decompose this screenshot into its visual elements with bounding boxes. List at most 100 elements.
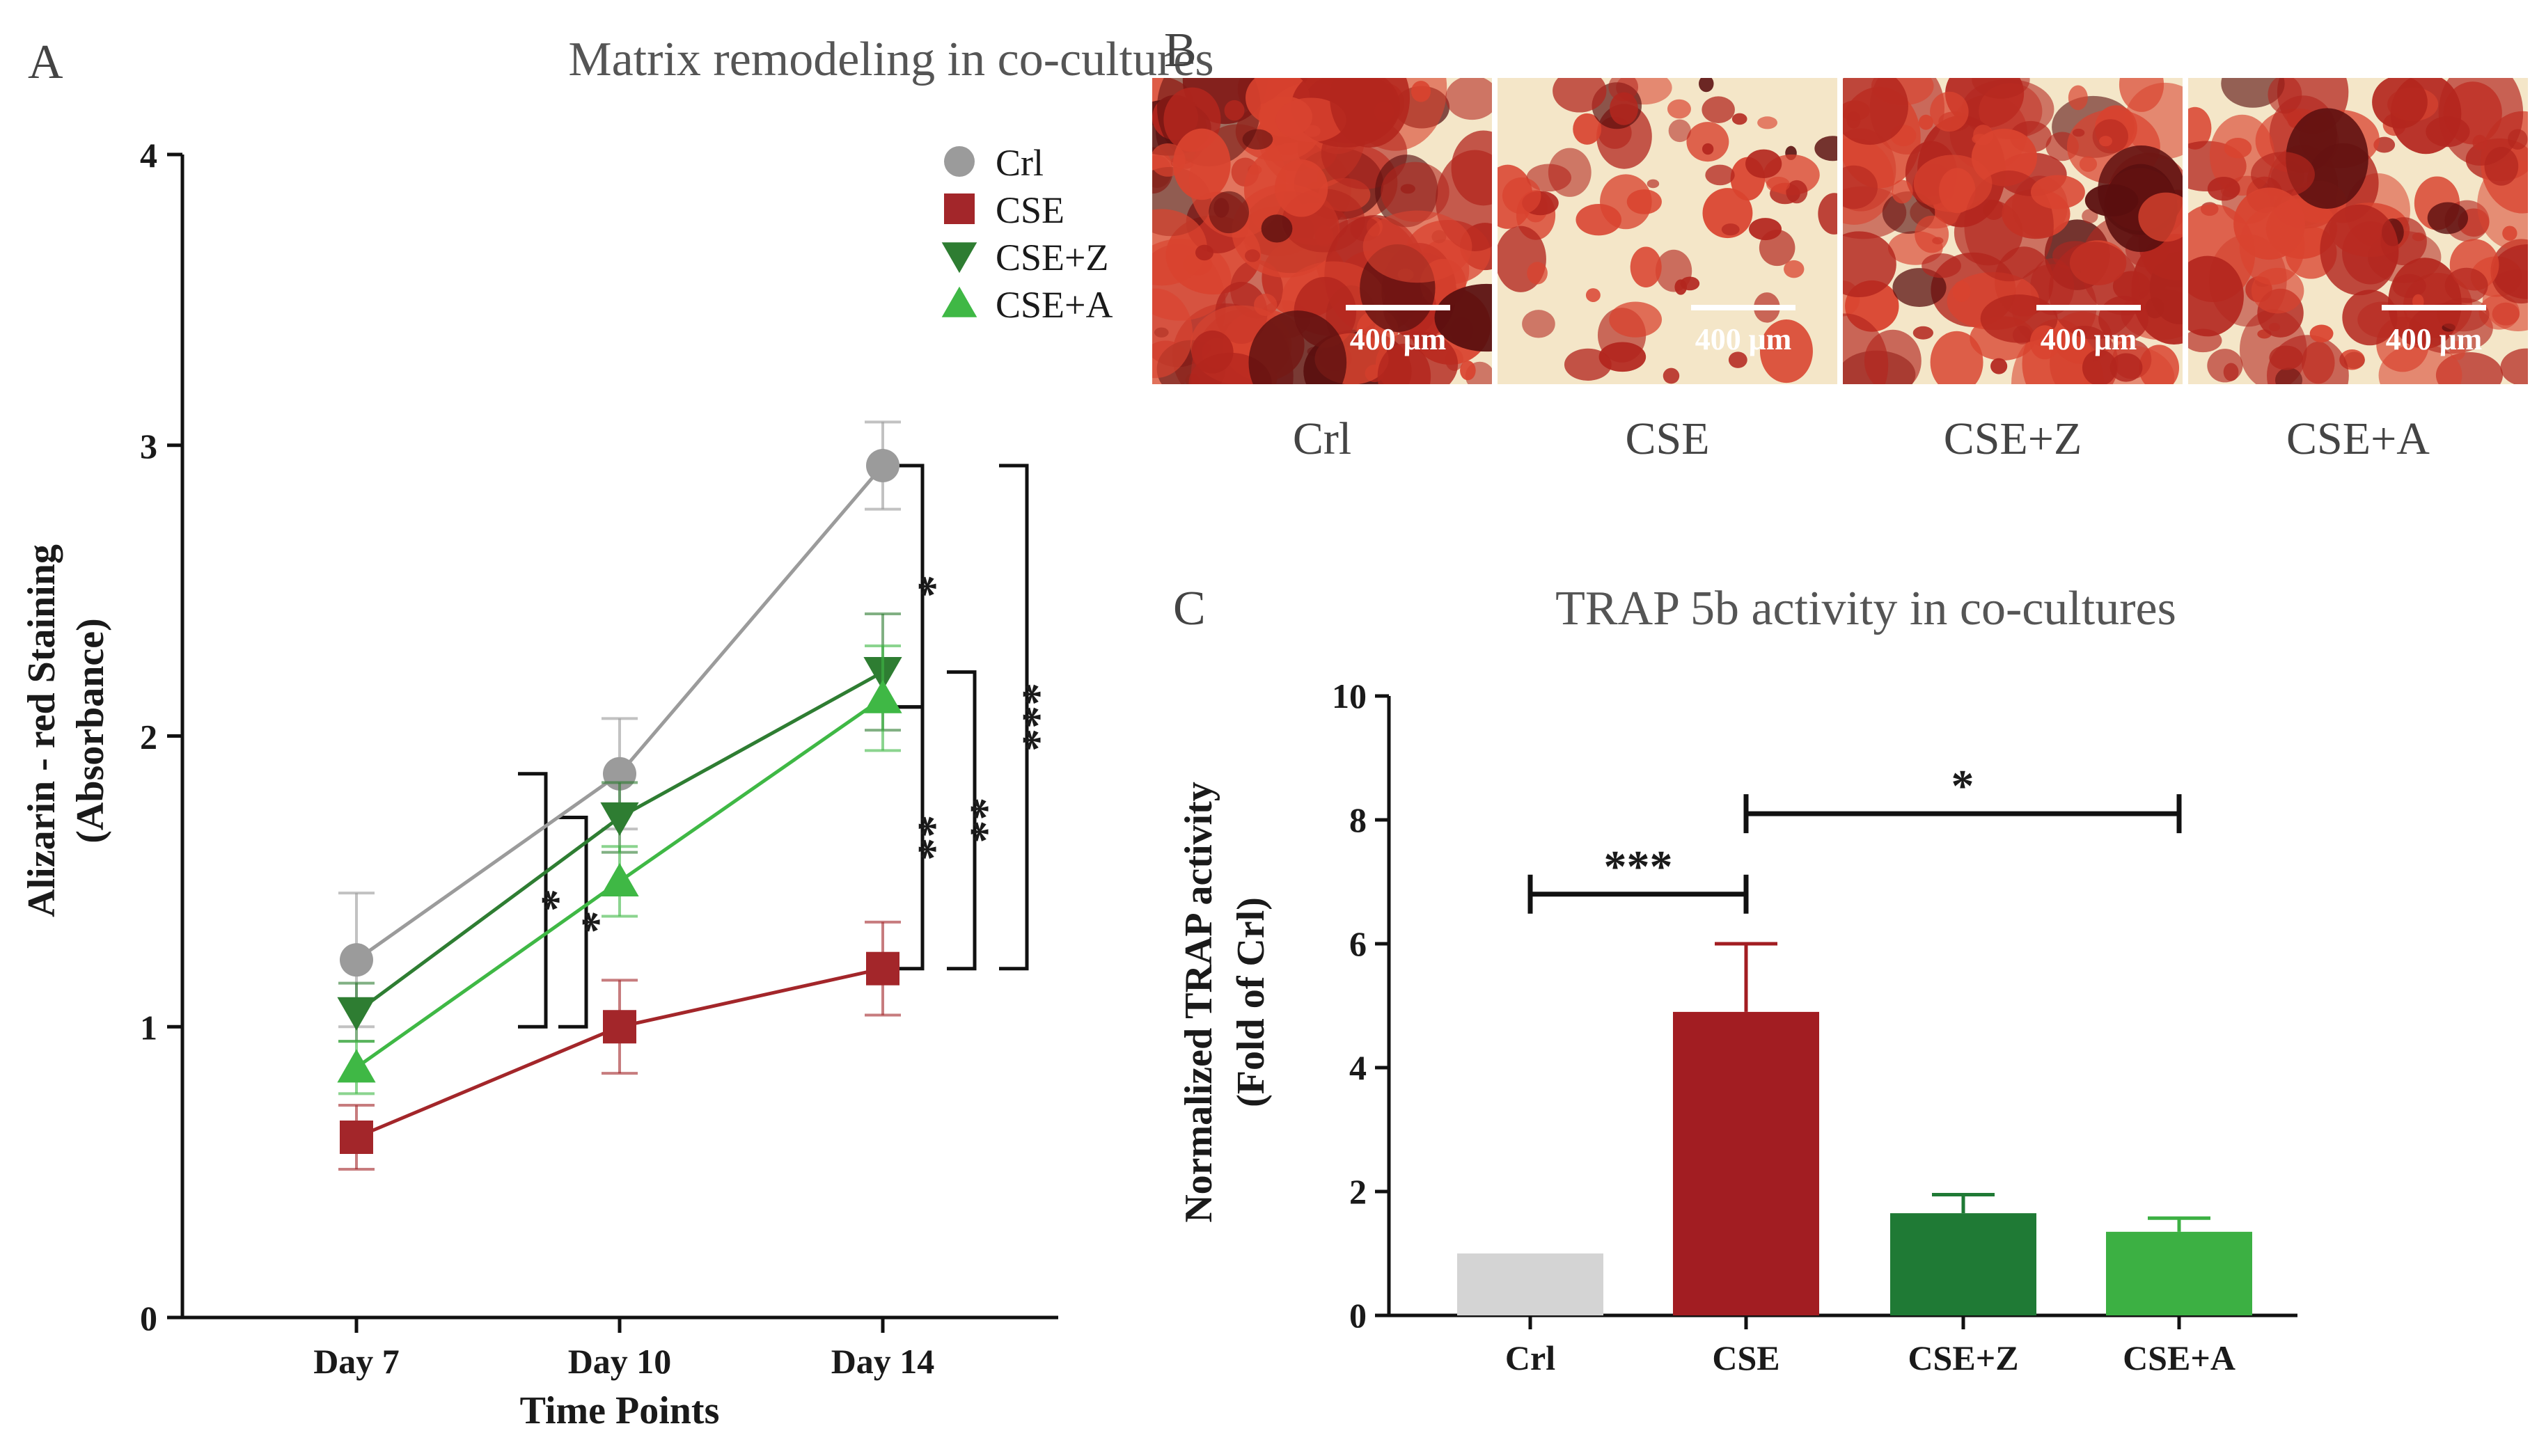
- stain-blob: [2138, 192, 2183, 242]
- stain-blob: [1410, 81, 1431, 102]
- data-point: [340, 943, 373, 977]
- significance-stars: ***: [1604, 841, 1673, 892]
- stain-blob: [2084, 184, 2139, 216]
- data-point: [340, 1120, 373, 1154]
- stain-blob: [1786, 180, 1808, 204]
- stain-blob: [1434, 283, 1492, 352]
- stain-deposits: [1498, 78, 1837, 384]
- significance-stars: **: [961, 798, 1012, 844]
- stain-blob: [1245, 249, 1260, 262]
- significance-stars: *: [909, 575, 959, 598]
- stain-blob: [1745, 149, 1782, 179]
- micrograph-caption: CSE+Z: [1944, 413, 2082, 464]
- chart-a-y-tick-label: 4: [140, 136, 157, 175]
- stain-blob: [1915, 215, 1949, 253]
- stain-blob: [1209, 191, 1249, 234]
- stain-blob: [1575, 204, 1622, 236]
- stain-blob: [1702, 143, 1714, 155]
- significance-bracket: **: [895, 705, 959, 971]
- bar: [2106, 1231, 2252, 1315]
- stain-blob: [1274, 159, 1328, 217]
- stain-blob: [1195, 244, 1214, 261]
- stain-blob: [2029, 325, 2060, 360]
- stain-blob: [1814, 136, 1837, 161]
- stain-blob: [2079, 156, 2098, 172]
- stain-blob: [1667, 99, 1691, 119]
- significance-stars: *: [1951, 761, 1974, 812]
- chart-a-y-axis-label-line1: Alizarin - red Staining: [20, 544, 63, 917]
- bar-cse: [1673, 942, 1819, 1315]
- data-point: [866, 448, 899, 482]
- legend-label: CSE: [996, 189, 1064, 231]
- stain-blob: [1527, 262, 1548, 285]
- data-point: [600, 802, 639, 836]
- stain-blob: [1749, 218, 1782, 241]
- stain-blob: [2072, 128, 2085, 137]
- stain-blob: [2500, 348, 2528, 384]
- stain-blob: [1728, 351, 1747, 368]
- panel-b-micrographs: B 400 μm Crl 400 μm CSE 400 μm CSE+Z 400 μm CSE…: [1152, 24, 2528, 464]
- scale-bar-label: 400 μm: [2386, 322, 2483, 356]
- chart-c-bars: [1457, 942, 2252, 1315]
- chart-a-axes: 0 1 2 3 4 Day 7 Day 10 Day 14: [140, 136, 1058, 1381]
- stain-blob: [1522, 310, 1555, 338]
- stain-blob: [1152, 288, 1193, 379]
- stain-blob: [2372, 78, 2428, 129]
- stain-blob: [2449, 340, 2466, 361]
- significance-bracket: ***: [1527, 841, 1749, 914]
- stain-blob: [2484, 146, 2519, 186]
- significance-bracket: *: [518, 772, 583, 1029]
- stain-blob: [2309, 324, 2334, 343]
- stain-blob: [2508, 129, 2528, 150]
- chart-a-y-axis-label-line2: (Absorbance): [69, 618, 112, 844]
- chart-a-series-lines: [337, 420, 902, 1171]
- micrograph-cse: 400 μm CSE: [1498, 78, 1837, 464]
- stain-blob: [2068, 85, 2088, 111]
- stain-deposits: [1843, 78, 2183, 384]
- stain-blob: [1892, 268, 1947, 307]
- chart-c-y-axis-label-line2: (Fold of Crl): [1229, 897, 1273, 1107]
- stain-blob: [1362, 210, 1472, 283]
- stain-blob: [2378, 343, 2462, 384]
- micrograph-cse-a: 400 μm CSE+A: [2188, 78, 2528, 464]
- stain-blob: [1275, 97, 1346, 143]
- panel-label-c: C: [1173, 582, 1206, 635]
- stain-blob: [1445, 78, 1492, 120]
- chart-a-y-tick-label: 2: [140, 718, 157, 757]
- stain-blob: [2492, 244, 2528, 299]
- stain-blob: [1152, 209, 1207, 286]
- stain-blob: [1172, 128, 1231, 200]
- chart-a-x-tick-label: Day 14: [831, 1342, 935, 1381]
- significance-bracket: *: [558, 815, 623, 1029]
- bar: [1457, 1253, 1603, 1315]
- stain-blob: [2438, 78, 2524, 166]
- stain-blob: [2082, 209, 2098, 223]
- legend-marker: [941, 242, 977, 274]
- significance-bracket: *: [1743, 761, 2182, 834]
- stain-blob: [1922, 253, 1961, 278]
- stain-blob: [1972, 78, 2030, 99]
- stain-blob: [1610, 92, 1638, 125]
- stain-blob: [1330, 78, 1410, 148]
- significance-stars: *: [572, 910, 623, 933]
- stain-blob: [2320, 204, 2399, 296]
- micrograph-row: 400 μm Crl 400 μm CSE 400 μm CSE+Z 400 μm CSE+A: [1152, 78, 2528, 464]
- stain-blob: [2112, 333, 2137, 350]
- stain-blob: [1502, 177, 1541, 214]
- stain-blob: [1248, 310, 1347, 384]
- legend-marker: [941, 286, 977, 317]
- stain-blob: [1930, 331, 1983, 384]
- stain-blob: [1731, 113, 1747, 125]
- chart-a-significance-brackets: ***** *****: [518, 464, 1064, 1029]
- bar-cse-z: [1890, 1192, 2036, 1315]
- chart-a-y-tick-label: 1: [140, 1008, 157, 1047]
- stain-blob: [1766, 176, 1790, 193]
- stain-blob: [1699, 78, 1714, 93]
- data-point: [603, 1010, 636, 1044]
- chart-a-x-tick-label: Day 10: [568, 1342, 672, 1381]
- stain-blob: [2207, 177, 2240, 201]
- stain-blob: [1224, 100, 1245, 121]
- stain-blob: [1668, 119, 1691, 143]
- series-crl: [338, 420, 901, 1029]
- stain-blob: [1663, 367, 1680, 384]
